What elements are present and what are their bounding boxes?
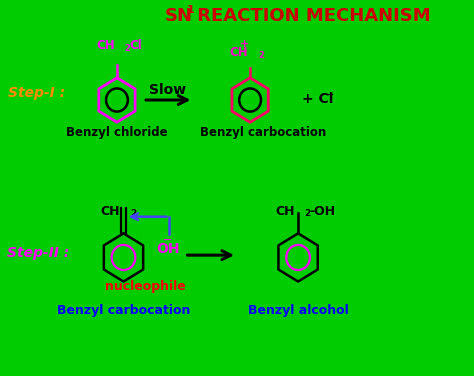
Text: 2: 2 [125, 44, 131, 53]
Text: CH: CH [275, 205, 295, 218]
Text: 1: 1 [187, 5, 194, 15]
Text: SN: SN [165, 7, 193, 25]
Text: CH: CH [100, 205, 120, 218]
Text: OH: OH [156, 242, 180, 256]
Text: nucleophile: nucleophile [105, 280, 186, 293]
Text: 2: 2 [305, 209, 311, 218]
Text: Benzyl chloride: Benzyl chloride [66, 126, 168, 139]
Text: + Cl: + Cl [302, 92, 334, 106]
Text: Slow: Slow [149, 83, 187, 97]
Text: −: − [164, 235, 173, 245]
Text: 2: 2 [130, 209, 137, 218]
Text: 2: 2 [258, 51, 264, 60]
Text: -OH: -OH [309, 205, 335, 218]
Text: Benzyl carbocation: Benzyl carbocation [57, 304, 190, 317]
Text: −: − [325, 89, 335, 100]
Text: REACTION MECHANISM: REACTION MECHANISM [191, 7, 431, 25]
Text: Step-I :: Step-I : [8, 86, 65, 100]
Text: Benzyl carbocation: Benzyl carbocation [200, 126, 326, 139]
Text: CH: CH [96, 39, 115, 52]
Text: Cl: Cl [129, 39, 142, 52]
Text: +: + [240, 38, 249, 49]
Text: CH: CH [229, 46, 248, 59]
Text: Benzyl alcohol: Benzyl alcohol [248, 304, 348, 317]
Text: Step-II :: Step-II : [7, 246, 70, 260]
